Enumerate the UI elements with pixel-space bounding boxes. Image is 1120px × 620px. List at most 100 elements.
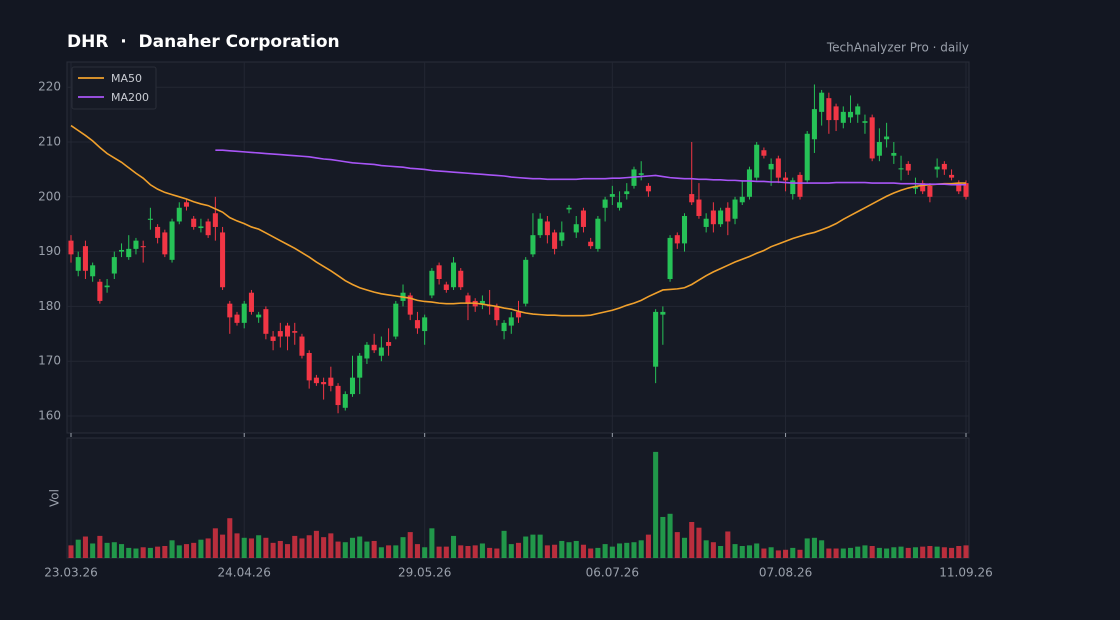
legend-label: MA200 — [111, 91, 149, 104]
volume-bar — [321, 537, 327, 558]
candle-body — [696, 199, 702, 216]
volume-bar — [364, 541, 370, 558]
volume-bar — [761, 548, 767, 558]
volume-bar — [602, 544, 608, 558]
volume-bar — [855, 546, 861, 558]
candle-body — [595, 218, 601, 249]
candle-body — [790, 180, 796, 195]
candle-body — [624, 191, 630, 195]
x-tick-label: 29.05.26 — [398, 566, 451, 580]
candle-body — [949, 174, 955, 178]
candle-body — [147, 218, 153, 220]
volume-bar — [313, 530, 319, 558]
candle-body — [349, 377, 356, 395]
candle-body — [667, 237, 673, 280]
volume-bar — [847, 547, 854, 558]
volume-bar — [342, 542, 348, 558]
candle-body — [313, 377, 319, 384]
candle-body — [508, 317, 514, 326]
candle-body — [97, 281, 103, 301]
candle-body — [710, 210, 716, 225]
volume-bar — [422, 547, 428, 558]
candle-body — [934, 166, 940, 170]
candle-body — [645, 185, 651, 192]
candle-body — [285, 325, 291, 337]
volume-bar — [169, 540, 175, 558]
candle-body — [580, 210, 586, 227]
volume-bar — [386, 545, 392, 558]
candle-body — [205, 221, 211, 236]
candle-body — [162, 232, 168, 255]
candle-body — [761, 150, 767, 156]
candle-body — [299, 336, 305, 356]
candle-body — [183, 202, 190, 207]
candle-body — [371, 344, 377, 351]
candle-body — [566, 207, 572, 210]
volume-bar — [126, 547, 132, 558]
candle-body — [241, 303, 247, 323]
candle-body — [364, 344, 370, 359]
candle-body — [905, 163, 911, 171]
candle-body — [90, 265, 96, 277]
x-tick-label: 23.03.26 — [44, 566, 97, 580]
volume-bar — [905, 547, 911, 558]
candle-body — [321, 382, 327, 385]
legend-label: MA50 — [111, 72, 142, 85]
volume-bar — [624, 542, 630, 558]
volume-bar — [949, 547, 955, 558]
candle-body — [725, 207, 731, 222]
volume-bar — [335, 541, 341, 558]
volume-bar — [588, 548, 594, 558]
volume-bar — [263, 537, 269, 558]
candle-body — [681, 215, 688, 244]
candle-body — [869, 117, 875, 159]
candle-body — [559, 232, 565, 241]
candle-body — [234, 314, 240, 323]
volume-bar — [147, 547, 153, 558]
volume-bar — [349, 537, 356, 558]
volume-bar — [811, 537, 817, 558]
volume-bar — [739, 546, 745, 558]
volume-bar — [82, 536, 88, 558]
candle-body — [956, 183, 962, 192]
volume-bar — [804, 538, 810, 558]
candle-body — [876, 142, 882, 156]
volume-bar — [718, 546, 724, 558]
volume-bar — [934, 546, 940, 558]
candle-body — [804, 133, 810, 181]
x-tick-label: 11.09.26 — [939, 566, 992, 580]
grid: 160 170 180 190 200 210 220 23.03.26 24.04.26 29.… — [38, 62, 993, 580]
volume-bar — [227, 518, 233, 558]
candle-body — [638, 173, 644, 175]
candle-body — [133, 240, 139, 249]
volume-bar — [465, 546, 471, 558]
candle-body — [739, 196, 745, 203]
candle-body — [155, 226, 161, 238]
volume-bar — [212, 528, 218, 558]
candle-body — [833, 106, 839, 121]
y-tick-label: 220 — [38, 80, 61, 94]
volume-bar — [653, 451, 659, 558]
candle-body — [191, 218, 197, 227]
candle-body — [292, 331, 298, 333]
volume-bar — [927, 546, 933, 558]
volume-bar — [595, 547, 601, 558]
volume-bar — [292, 535, 298, 558]
candle-body — [501, 322, 507, 332]
y-tick-label: 200 — [38, 189, 61, 203]
volume-bar — [530, 534, 536, 558]
volume-bar — [371, 540, 377, 558]
candle-body — [891, 152, 897, 156]
candle-body — [82, 246, 88, 271]
candle-body — [176, 207, 182, 222]
volume-bar — [176, 545, 182, 558]
candle-body — [443, 284, 449, 290]
candle-body — [68, 240, 74, 255]
volume-bar — [573, 540, 579, 558]
volume-bar — [689, 522, 695, 558]
volume-bar — [544, 545, 550, 558]
y-tick-label: 160 — [38, 409, 61, 423]
candle-body — [826, 98, 832, 121]
